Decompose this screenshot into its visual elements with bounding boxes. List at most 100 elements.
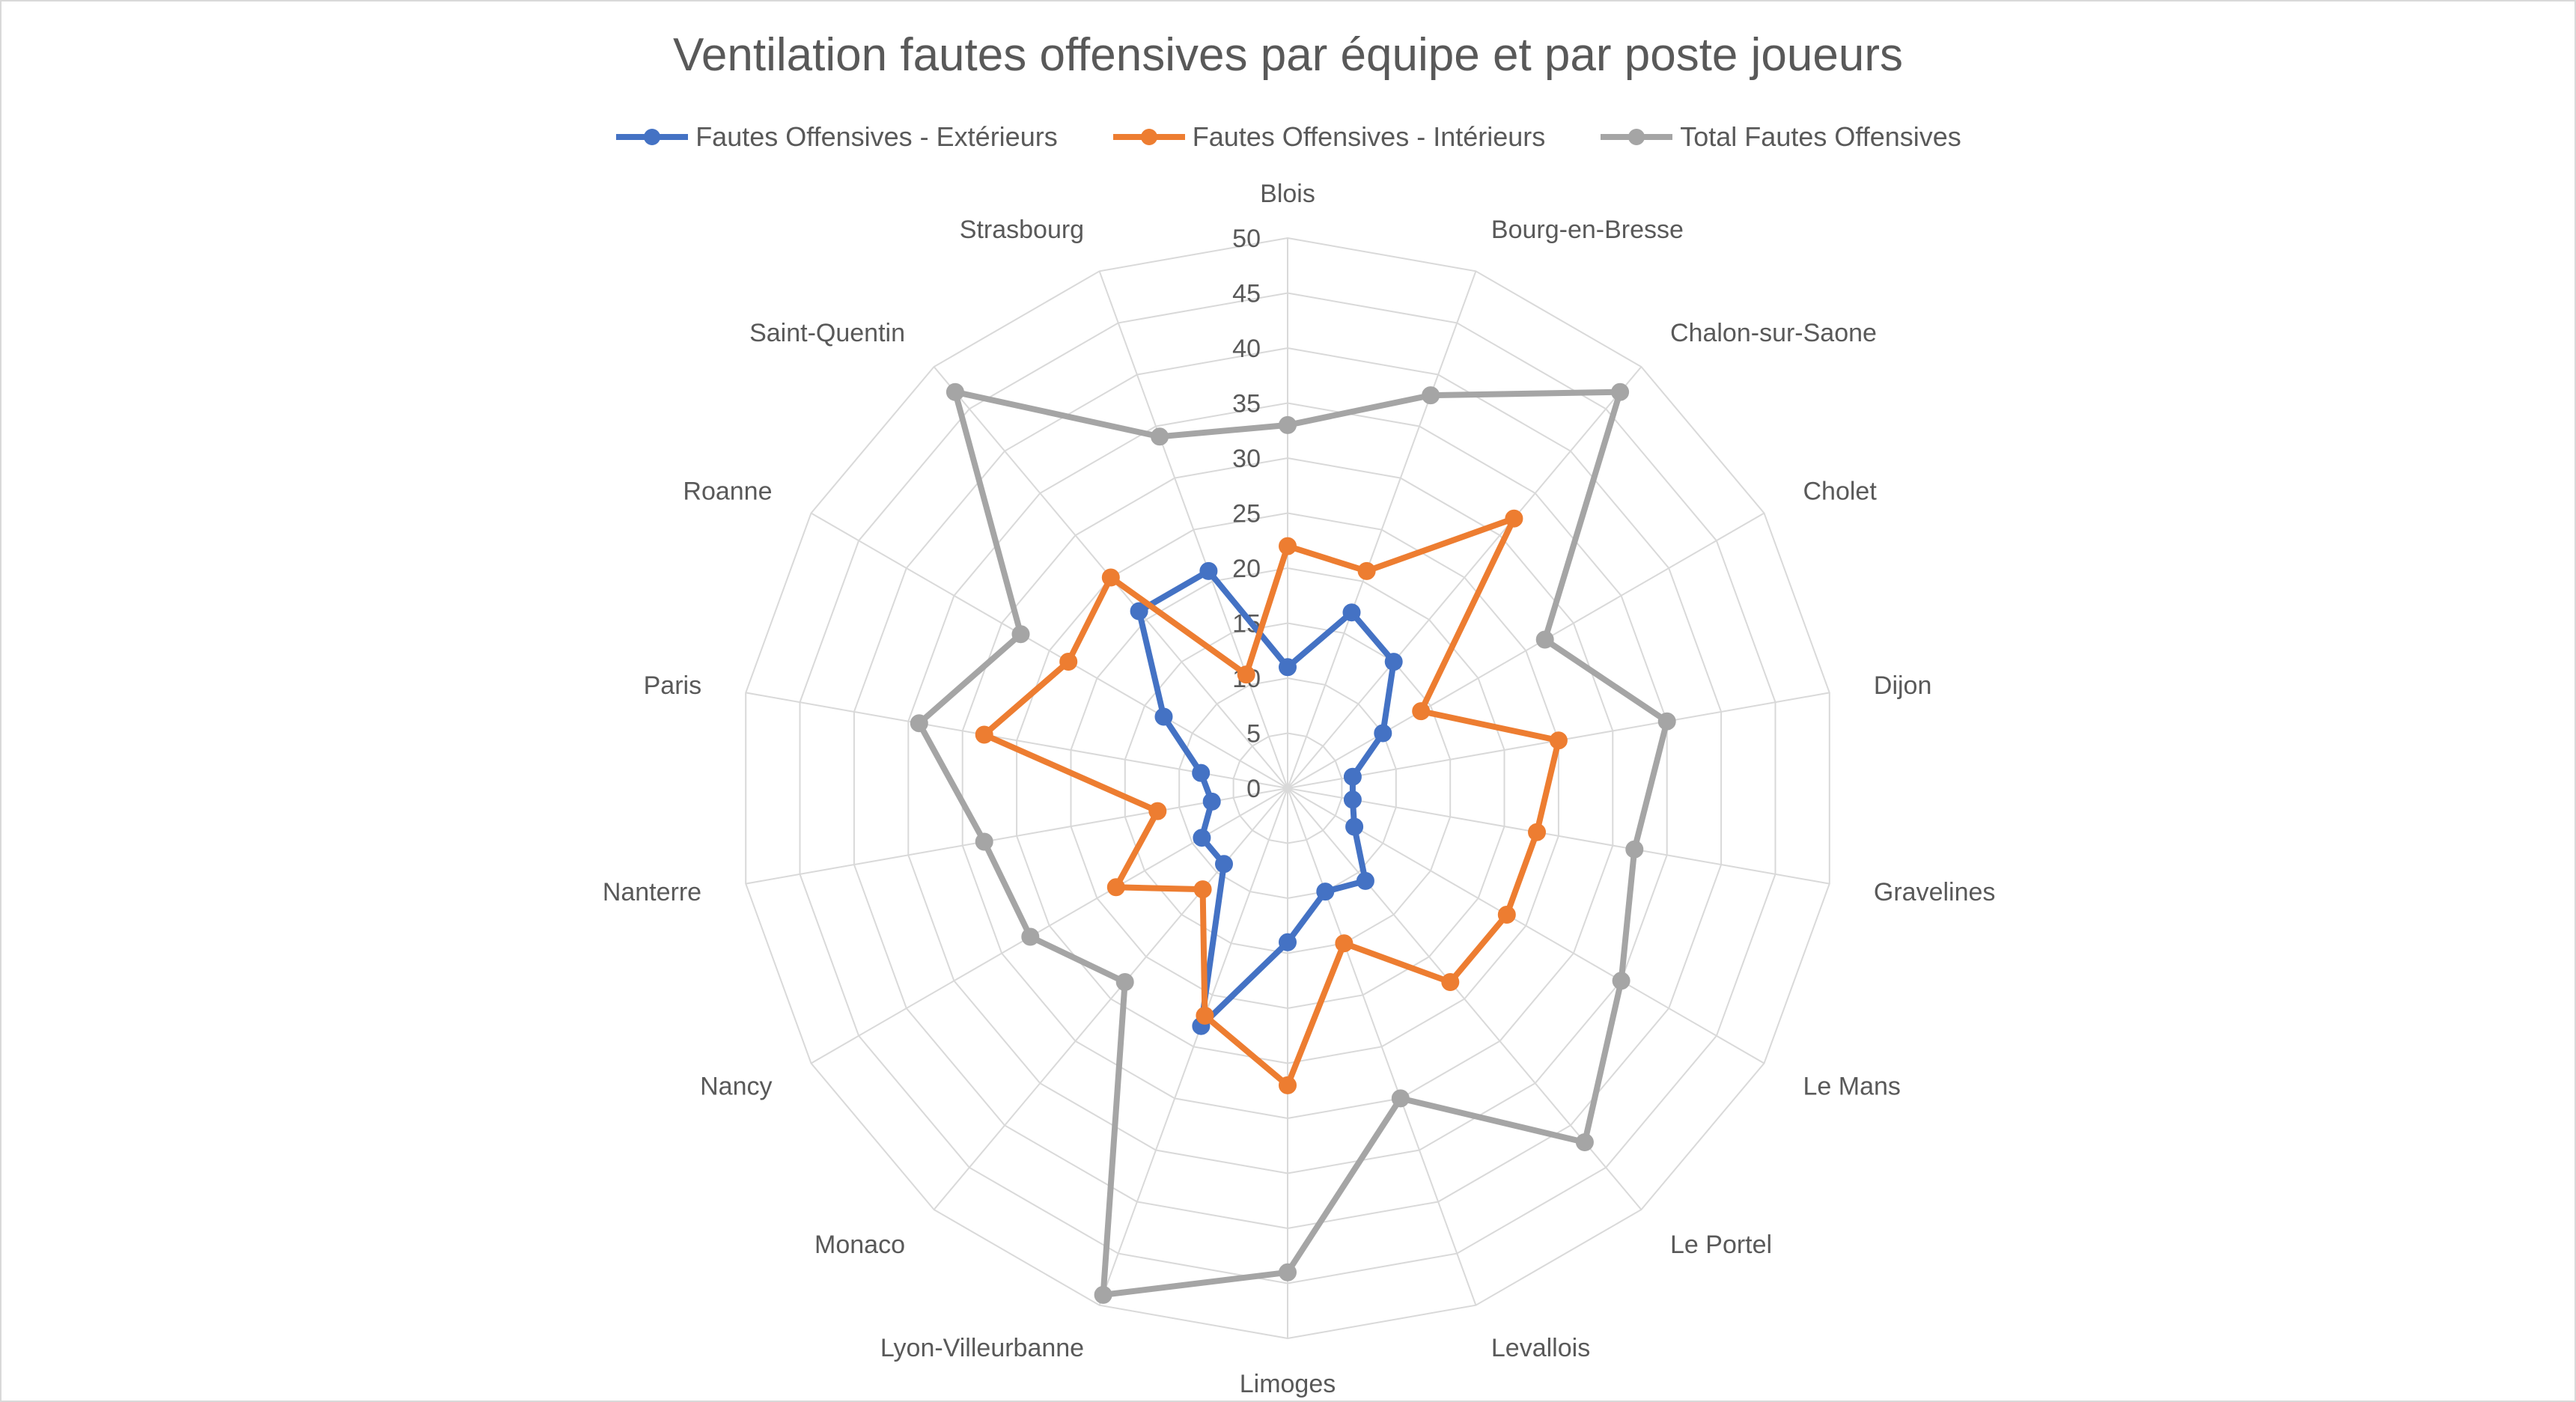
series-marker xyxy=(1374,724,1392,743)
series-marker xyxy=(1196,1006,1214,1025)
category-label: Le Mans xyxy=(1803,1073,1901,1101)
series-marker xyxy=(1384,653,1403,671)
category-label: Dijon xyxy=(1874,671,1931,700)
legend-swatch xyxy=(1112,129,1185,145)
category-label: Saint-Quentin xyxy=(749,319,905,347)
series-marker xyxy=(1611,382,1630,401)
series-line xyxy=(916,388,1670,1298)
tick-label: 40 xyxy=(1232,335,1261,363)
series-marker xyxy=(1011,625,1030,644)
series-marker xyxy=(1535,630,1554,649)
category-label: Monaco xyxy=(814,1231,905,1259)
grid-spoke xyxy=(1287,787,1765,1064)
series-marker xyxy=(1497,906,1516,924)
category-label: Nanterre xyxy=(603,878,701,906)
series-marker xyxy=(1101,568,1120,587)
series-marker xyxy=(1279,933,1297,951)
legend-label: Fautes Offensives - Extérieurs xyxy=(695,121,1058,152)
category-label: Paris xyxy=(644,671,701,700)
series-marker xyxy=(910,714,928,733)
series-marker xyxy=(1279,415,1297,434)
series-marker xyxy=(1279,537,1297,555)
chart-title: Ventilation fautes offensives par équipe… xyxy=(673,29,1903,81)
grid-spoke xyxy=(1287,787,1830,885)
grid-spoke xyxy=(746,787,1288,885)
series-marker xyxy=(1549,731,1568,750)
series-marker xyxy=(1151,427,1169,446)
category-label: Blois xyxy=(1260,180,1315,208)
series-marker xyxy=(1094,1285,1112,1304)
grid-spoke xyxy=(810,512,1288,789)
legend-swatch xyxy=(1601,129,1673,145)
series-marker xyxy=(1106,878,1125,897)
category-label: Lyon-Villeurbanne xyxy=(880,1334,1084,1362)
series-marker xyxy=(1148,802,1167,820)
tick-label: 20 xyxy=(1232,555,1261,583)
series-marker xyxy=(1335,934,1354,953)
category-label: Gravelines xyxy=(1874,878,1996,906)
legend: Fautes Offensives - Extérieurs Fautes Off… xyxy=(0,121,2576,153)
series-marker xyxy=(1279,1076,1297,1094)
legend-item: Total Fautes Offensives xyxy=(1599,121,1961,153)
series-marker xyxy=(1505,509,1523,528)
category-label: Roanne xyxy=(683,478,772,506)
legend-label: Fautes Offensives - Intérieurs xyxy=(1192,121,1546,152)
legend-marker xyxy=(644,129,661,145)
category-label: Levallois xyxy=(1491,1334,1590,1362)
category-label: Nancy xyxy=(700,1073,772,1101)
legend-item: Fautes Offensives - Extérieurs xyxy=(615,121,1058,153)
legend-marker xyxy=(1140,129,1157,145)
tick-label: 45 xyxy=(1232,280,1261,308)
tick-label: 0 xyxy=(1246,775,1261,803)
series-marker xyxy=(1422,386,1440,405)
series-marker xyxy=(1115,973,1134,991)
series-marker xyxy=(1192,764,1211,782)
series-marker xyxy=(1130,602,1148,621)
series-marker xyxy=(1345,817,1364,836)
series-marker xyxy=(1343,767,1362,786)
category-label: Limoges xyxy=(1240,1370,1336,1398)
series-marker xyxy=(1215,855,1233,874)
grid-spoke xyxy=(1098,270,1288,789)
series-marker xyxy=(1575,1133,1594,1151)
series-marker xyxy=(1193,880,1212,899)
legend-swatch xyxy=(616,129,689,145)
series-marker xyxy=(1059,653,1078,671)
series-marker xyxy=(1202,792,1221,811)
series-marker xyxy=(1357,561,1376,580)
category-label: Chalon-sur-Saone xyxy=(1670,319,1877,347)
grid-spoke xyxy=(1287,366,1642,789)
series-marker xyxy=(1199,561,1218,580)
legend-marker xyxy=(1628,129,1645,145)
series-marker xyxy=(1612,972,1630,990)
grid-spoke xyxy=(1287,787,1477,1306)
series-marker xyxy=(1343,790,1362,809)
series-marker xyxy=(1342,603,1361,622)
series-marker xyxy=(1021,927,1040,946)
category-label: Cholet xyxy=(1803,478,1878,506)
grid-spoke xyxy=(1098,787,1288,1306)
tick-label: 35 xyxy=(1232,390,1261,418)
series-marker xyxy=(1154,707,1173,726)
tick-label: 30 xyxy=(1232,445,1261,473)
tick-label: 25 xyxy=(1232,500,1261,528)
series-marker xyxy=(1193,829,1211,847)
legend-item: Fautes Offensives - Intérieurs xyxy=(1112,121,1546,153)
series-marker xyxy=(1412,702,1431,721)
category-label: Strasbourg xyxy=(960,216,1084,244)
tick-label: 50 xyxy=(1232,225,1261,253)
category-label: Bourg-en-Bresse xyxy=(1491,216,1684,244)
series-marker xyxy=(1657,712,1676,731)
series-marker xyxy=(1441,973,1460,991)
series-marker xyxy=(1279,658,1297,677)
series-marker xyxy=(946,382,964,401)
tick-label: 5 xyxy=(1246,720,1261,749)
series-marker xyxy=(1356,871,1374,890)
series-marker xyxy=(1625,840,1644,859)
grid-spoke xyxy=(1287,270,1477,789)
series-marker xyxy=(1279,1263,1297,1281)
category-label: Le Portel xyxy=(1670,1231,1772,1259)
series-marker xyxy=(975,832,993,851)
series-marker xyxy=(1528,823,1546,841)
